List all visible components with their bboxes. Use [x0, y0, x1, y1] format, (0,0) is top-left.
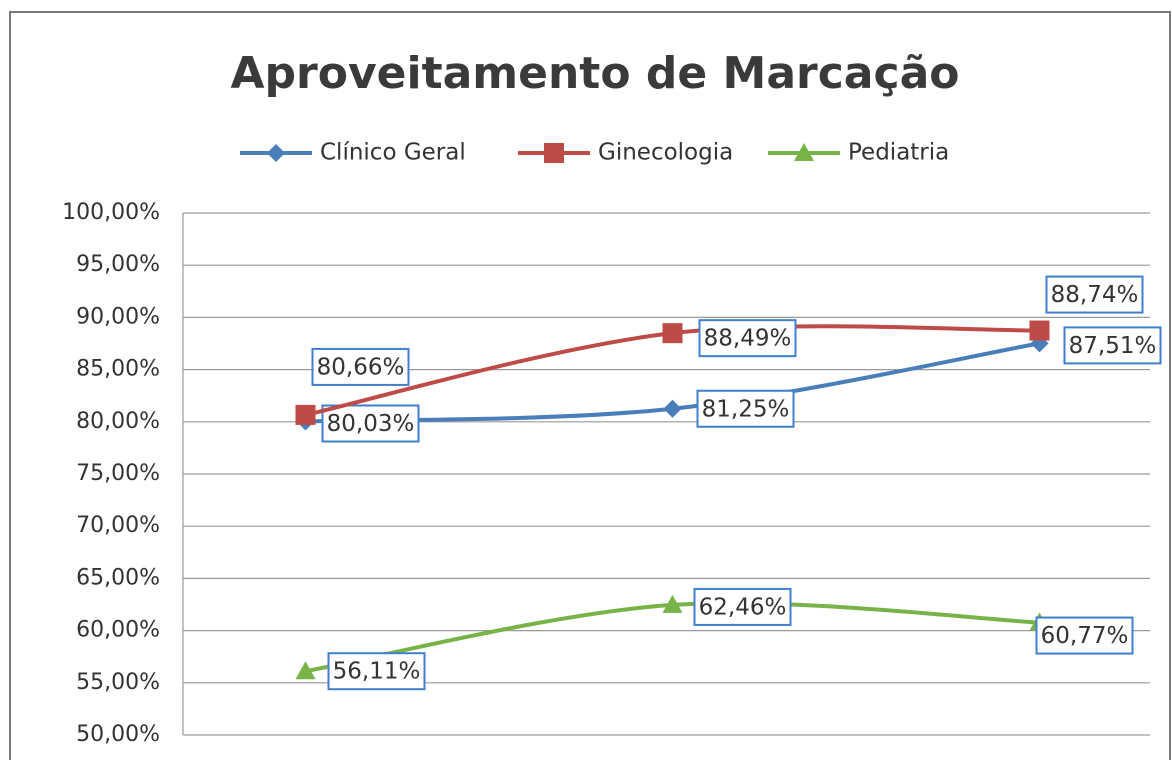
chart-title: Aproveitamento de Marcação: [230, 48, 959, 99]
data-label-box: [311, 347, 410, 386]
marker: [295, 404, 316, 425]
y-tick-label: 85,00%: [76, 357, 160, 382]
y-tick-label: 70,00%: [76, 513, 160, 538]
data-label-box: [698, 319, 797, 358]
marker: [1029, 320, 1050, 341]
marker: [662, 594, 683, 613]
data-label: 80,66%: [317, 354, 405, 380]
chart-frame: [9, 11, 1171, 760]
data-label: 88,49%: [704, 326, 792, 352]
data-label: 80,03%: [327, 411, 415, 437]
y-tick-label: 50,00%: [76, 722, 160, 747]
y-tick-label: 100,00%: [62, 200, 160, 225]
data-label: 60,77%: [1041, 623, 1129, 649]
y-tick-label: 95,00%: [76, 252, 160, 277]
marker: [662, 323, 683, 344]
legend-label: Clínico Geral: [320, 140, 466, 166]
data-label: 56,11%: [333, 659, 421, 685]
marker: [267, 144, 285, 162]
y-tick-label: 80,00%: [76, 409, 160, 434]
marker: [295, 661, 316, 680]
data-label: 87,51%: [1069, 333, 1157, 359]
data-label-box: [1063, 326, 1162, 365]
data-label-box: [1045, 275, 1144, 314]
data-label-box: [1035, 616, 1134, 655]
marker: [663, 399, 682, 418]
legend-label: Ginecologia: [598, 140, 733, 166]
y-tick-label: 90,00%: [76, 304, 160, 329]
data-label-box: [693, 587, 792, 626]
y-tick-label: 60,00%: [76, 618, 160, 643]
marker: [794, 143, 814, 161]
marker: [544, 143, 564, 163]
data-label-box: [327, 652, 426, 691]
data-label: 88,74%: [1051, 282, 1139, 308]
data-label-box: [321, 404, 420, 443]
legend-label: Pediatria: [848, 140, 949, 166]
y-tick-label: 75,00%: [76, 461, 160, 486]
data-label: 62,46%: [699, 594, 787, 620]
data-label-box: [696, 389, 795, 428]
y-tick-label: 65,00%: [76, 565, 160, 590]
data-label: 81,25%: [702, 396, 790, 422]
y-tick-label: 55,00%: [76, 670, 160, 695]
